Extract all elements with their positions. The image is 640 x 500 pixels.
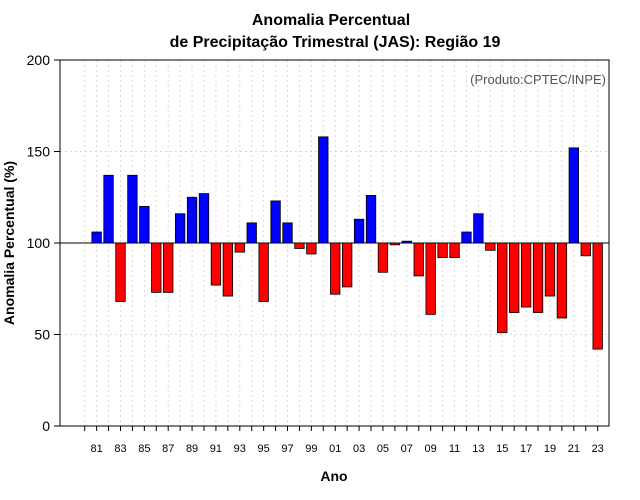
x-tick-label: 11 — [449, 443, 460, 455]
bar-2005 — [377, 242, 389, 273]
bar-1988 — [174, 213, 186, 244]
bar-1989 — [186, 196, 198, 244]
bar-2004 — [365, 195, 377, 244]
bar-1985 — [139, 205, 150, 244]
x-axis: 81 83 85 87 89 91 93 95 97 99 01 03 05 07 09 11 13 15 17 19… — [84, 426, 604, 455]
bar-2002 — [342, 242, 353, 288]
x-axis-title: Ano — [320, 468, 347, 484]
x-tick-label: 97 — [281, 443, 293, 455]
bar-1987 — [163, 242, 174, 293]
bar-2018 — [532, 242, 544, 313]
bar-1983 — [115, 242, 126, 302]
bar-2021 — [568, 147, 579, 244]
y-tick-label: 200 — [27, 52, 51, 68]
x-tick-label: 99 — [305, 443, 317, 455]
x-tick-label: 89 — [186, 443, 198, 455]
bars — [91, 136, 603, 350]
grid — [60, 60, 609, 426]
bar-2000 — [318, 136, 329, 244]
bar-2003 — [353, 218, 365, 244]
x-tick-label: 83 — [114, 443, 126, 455]
bar-1997 — [282, 222, 293, 244]
y-tick-label: 150 — [27, 144, 51, 160]
x-tick-label: 19 — [544, 443, 556, 455]
bar-1996 — [270, 200, 281, 244]
bar-2016 — [509, 242, 520, 313]
bar-2007 — [401, 240, 412, 244]
bar-1990 — [198, 193, 210, 244]
x-tick-label: 01 — [329, 443, 341, 455]
bar-2009 — [425, 242, 436, 315]
bar-1999 — [306, 242, 317, 255]
bar-1994 — [246, 222, 257, 244]
bar-2023 — [592, 242, 603, 350]
x-tick-label: 17 — [520, 443, 532, 455]
x-tick-label: 23 — [592, 443, 604, 455]
bar-1984 — [127, 174, 138, 244]
bar-2010 — [437, 242, 448, 259]
x-tick-label: 05 — [377, 443, 389, 455]
bar-1982 — [103, 174, 114, 244]
x-tick-label: 07 — [401, 443, 413, 455]
x-tick-label: 15 — [496, 443, 508, 455]
bar-2022 — [580, 242, 591, 257]
bar-2006 — [389, 242, 401, 246]
x-tick-label: 85 — [138, 443, 150, 455]
bar-2011 — [449, 242, 460, 259]
chart-title-line2: de Precipitação Trimestral (JAS): Região… — [170, 34, 501, 51]
x-tick-label: 91 — [210, 443, 222, 455]
bar-1995 — [258, 242, 269, 302]
bar-2020 — [556, 242, 568, 319]
y-tick-label: 0 — [42, 418, 50, 434]
bar-2015 — [497, 242, 508, 334]
x-tick-label: 87 — [162, 443, 174, 455]
bar-2001 — [330, 242, 341, 295]
x-tick-label: 21 — [568, 443, 580, 455]
chart-title-line1: Anomalia Percentual — [252, 12, 410, 29]
x-tick-label: 81 — [91, 443, 103, 455]
bar-2012 — [461, 231, 472, 244]
x-tick-label: 93 — [234, 443, 246, 455]
bar-2014 — [485, 242, 496, 251]
bar-2017 — [520, 242, 532, 308]
y-tick-label: 50 — [34, 327, 50, 343]
bar-1998 — [294, 242, 305, 249]
bar-2013 — [473, 213, 484, 244]
bar-2008 — [413, 242, 424, 277]
x-tick-label: 09 — [425, 443, 437, 455]
bar-1992 — [222, 242, 234, 297]
y-axis: 0 50 100 150 200 — [27, 52, 60, 434]
bar-1981 — [91, 231, 102, 244]
bar-1991 — [210, 242, 222, 286]
y-tick-label: 100 — [27, 235, 51, 251]
bar-2019 — [544, 242, 556, 297]
x-tick-label: 13 — [472, 443, 484, 455]
bar-1986 — [151, 242, 162, 293]
y-axis-title: Anomalia Percentual (%) — [1, 161, 17, 325]
x-tick-label: 95 — [258, 443, 270, 455]
x-tick-label: 03 — [353, 443, 365, 455]
bar-1993 — [234, 242, 245, 253]
credit-text: (Produto:CPTEC/INPE) — [470, 72, 606, 87]
